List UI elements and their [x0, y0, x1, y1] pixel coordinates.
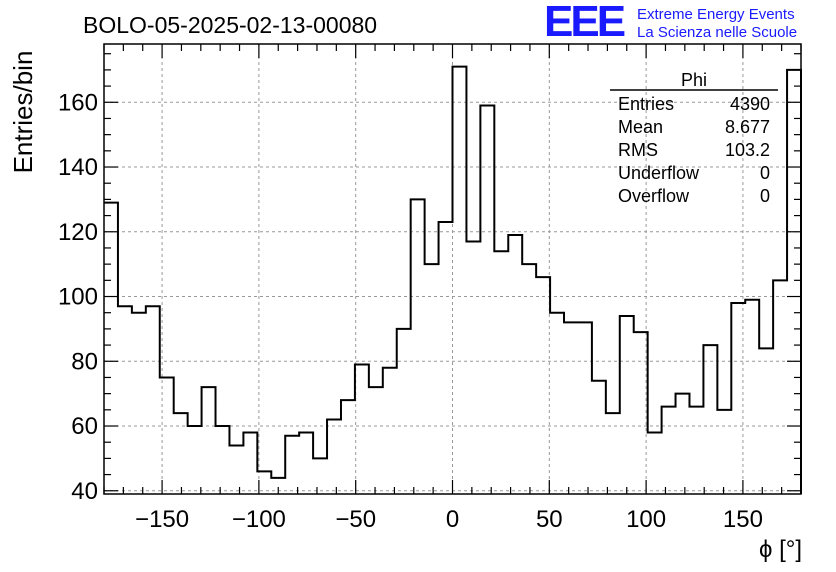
x-tick-label: 50 [536, 506, 563, 533]
y-tick-label: 80 [71, 348, 98, 375]
x-tick-label: −50 [335, 506, 376, 533]
x-tick-label: −150 [135, 506, 189, 533]
stats-label: RMS [618, 140, 658, 160]
grid-lines [104, 44, 801, 494]
stats-title: Phi [681, 70, 707, 90]
logo-line-1: Extreme Energy Events [637, 6, 795, 23]
y-tick-label: 40 [71, 478, 98, 505]
logo-line-2: La Scienza nelle Scuole [637, 24, 798, 41]
stats-value: 0 [760, 186, 770, 206]
chart-title: BOLO-05-2025-02-13-00080 [83, 12, 377, 38]
stats-value: 103.2 [725, 140, 770, 160]
stats-label: Underflow [618, 163, 700, 183]
x-tick-label: 100 [626, 506, 666, 533]
stats-label: Overflow [618, 186, 690, 206]
tick-labels: −150 −100 −50 0 50 100 150 40 60 80 100 120 140 160 [58, 89, 763, 533]
y-tick-label: 160 [58, 89, 98, 116]
x-tick-label: 0 [446, 506, 459, 533]
stats-value: 8.677 [725, 117, 770, 137]
x-tick-label: 150 [723, 506, 763, 533]
stats-box: Phi Entries 4390 Mean 8.677 RMS 103.2 Underflo… [610, 70, 778, 206]
y-tick-label: 100 [58, 284, 98, 311]
histogram-line [104, 65, 802, 494]
x-axis-label: ϕ [°] [759, 536, 802, 563]
stats-label: Mean [618, 117, 663, 137]
stats-value: 0 [760, 163, 770, 183]
y-tick-label: 140 [58, 154, 98, 181]
y-axis-label: Entries/bin [8, 51, 38, 174]
axis-ticks [103, 44, 802, 494]
stats-label: Entries [618, 94, 674, 114]
eee-logo: EEE [544, 0, 626, 46]
stats-value: 4390 [730, 94, 770, 114]
y-tick-label: 60 [71, 413, 98, 440]
x-tick-label: −100 [232, 506, 286, 533]
y-tick-label: 120 [58, 219, 98, 246]
